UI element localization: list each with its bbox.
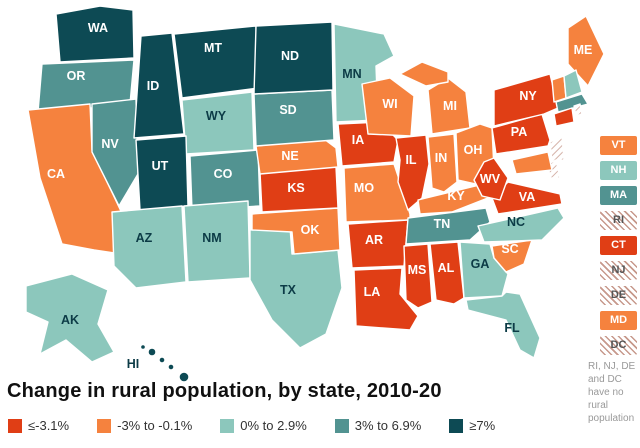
state-ar: AR	[347, 219, 409, 269]
state-nj	[549, 135, 565, 163]
state-al: AL	[429, 241, 465, 305]
state-ak: AK	[25, 273, 115, 363]
state-ri	[573, 103, 583, 117]
state-sd: SD	[253, 89, 335, 147]
state-az: AZ	[111, 205, 187, 289]
state-co: CO	[189, 149, 261, 211]
side-state-nh: NH	[600, 161, 637, 180]
legend-item-growth_small: 0% to 2.9%	[220, 418, 307, 433]
state-nc: NC	[477, 207, 565, 243]
legend-label: ≤-3.1%	[28, 418, 70, 433]
side-state-ri: RI	[600, 211, 637, 230]
legend-label: -3% to -0.1%	[117, 418, 193, 433]
legend-label: 3% to 6.9%	[354, 418, 422, 433]
side-state-md: MD	[600, 311, 637, 330]
state-nd: ND	[253, 21, 334, 95]
page-title: Change in rural population, by state, 20…	[7, 380, 442, 402]
legend-swatch	[8, 418, 22, 433]
legend-item-growth_medium: 3% to 6.9%	[334, 418, 422, 433]
side-state-dc: DC	[600, 336, 637, 355]
state-ct	[553, 107, 575, 127]
legend-item-growth_large: ≥7%	[449, 418, 495, 433]
state-nm: NM	[183, 200, 251, 283]
state-ms: MS	[403, 243, 433, 309]
legend-swatch	[334, 418, 349, 433]
state-in: IN	[427, 133, 458, 193]
state-wy: WY	[181, 91, 255, 155]
legend-label: 0% to 2.9%	[240, 418, 307, 433]
state-label-hi: HI	[127, 357, 140, 371]
state-ma	[555, 93, 589, 113]
state-wi: WI	[361, 77, 415, 137]
legend-swatch	[220, 418, 235, 433]
side-state-ct: CT	[600, 236, 637, 255]
state-mi: MI	[399, 61, 471, 135]
state-ks: KS	[259, 166, 339, 213]
state-ut: UT	[135, 135, 189, 211]
small-states-list: VT NH MA RI CT NJ DE MD DC	[600, 136, 637, 355]
no-rural-population-note: RI, NJ, DE and DC have no rural populati…	[588, 361, 636, 424]
state-nh	[563, 69, 583, 99]
state-ny: NY	[493, 73, 559, 127]
legend: ≤-3.1% -3% to -0.1% 0% to 2.9% 3% to 6.9% ≥7…	[8, 418, 495, 433]
side-state-nj: NJ	[600, 261, 637, 280]
state-hi: HI	[127, 343, 190, 383]
legend-swatch	[449, 418, 464, 433]
legend-item-decline_large: ≤-3.1%	[8, 418, 69, 433]
state-fl: FL	[465, 291, 541, 359]
side-state-ma: MA	[600, 186, 637, 205]
legend-swatch	[97, 418, 112, 433]
legend-label: ≥7%	[469, 418, 496, 433]
side-state-vt: VT	[600, 136, 637, 155]
state-mt: MT	[173, 25, 259, 99]
legend-item-decline_small: -3% to -0.1%	[97, 418, 192, 433]
state-wa: WA	[55, 5, 135, 63]
state-md	[511, 151, 553, 175]
side-state-de: DE	[600, 286, 637, 305]
